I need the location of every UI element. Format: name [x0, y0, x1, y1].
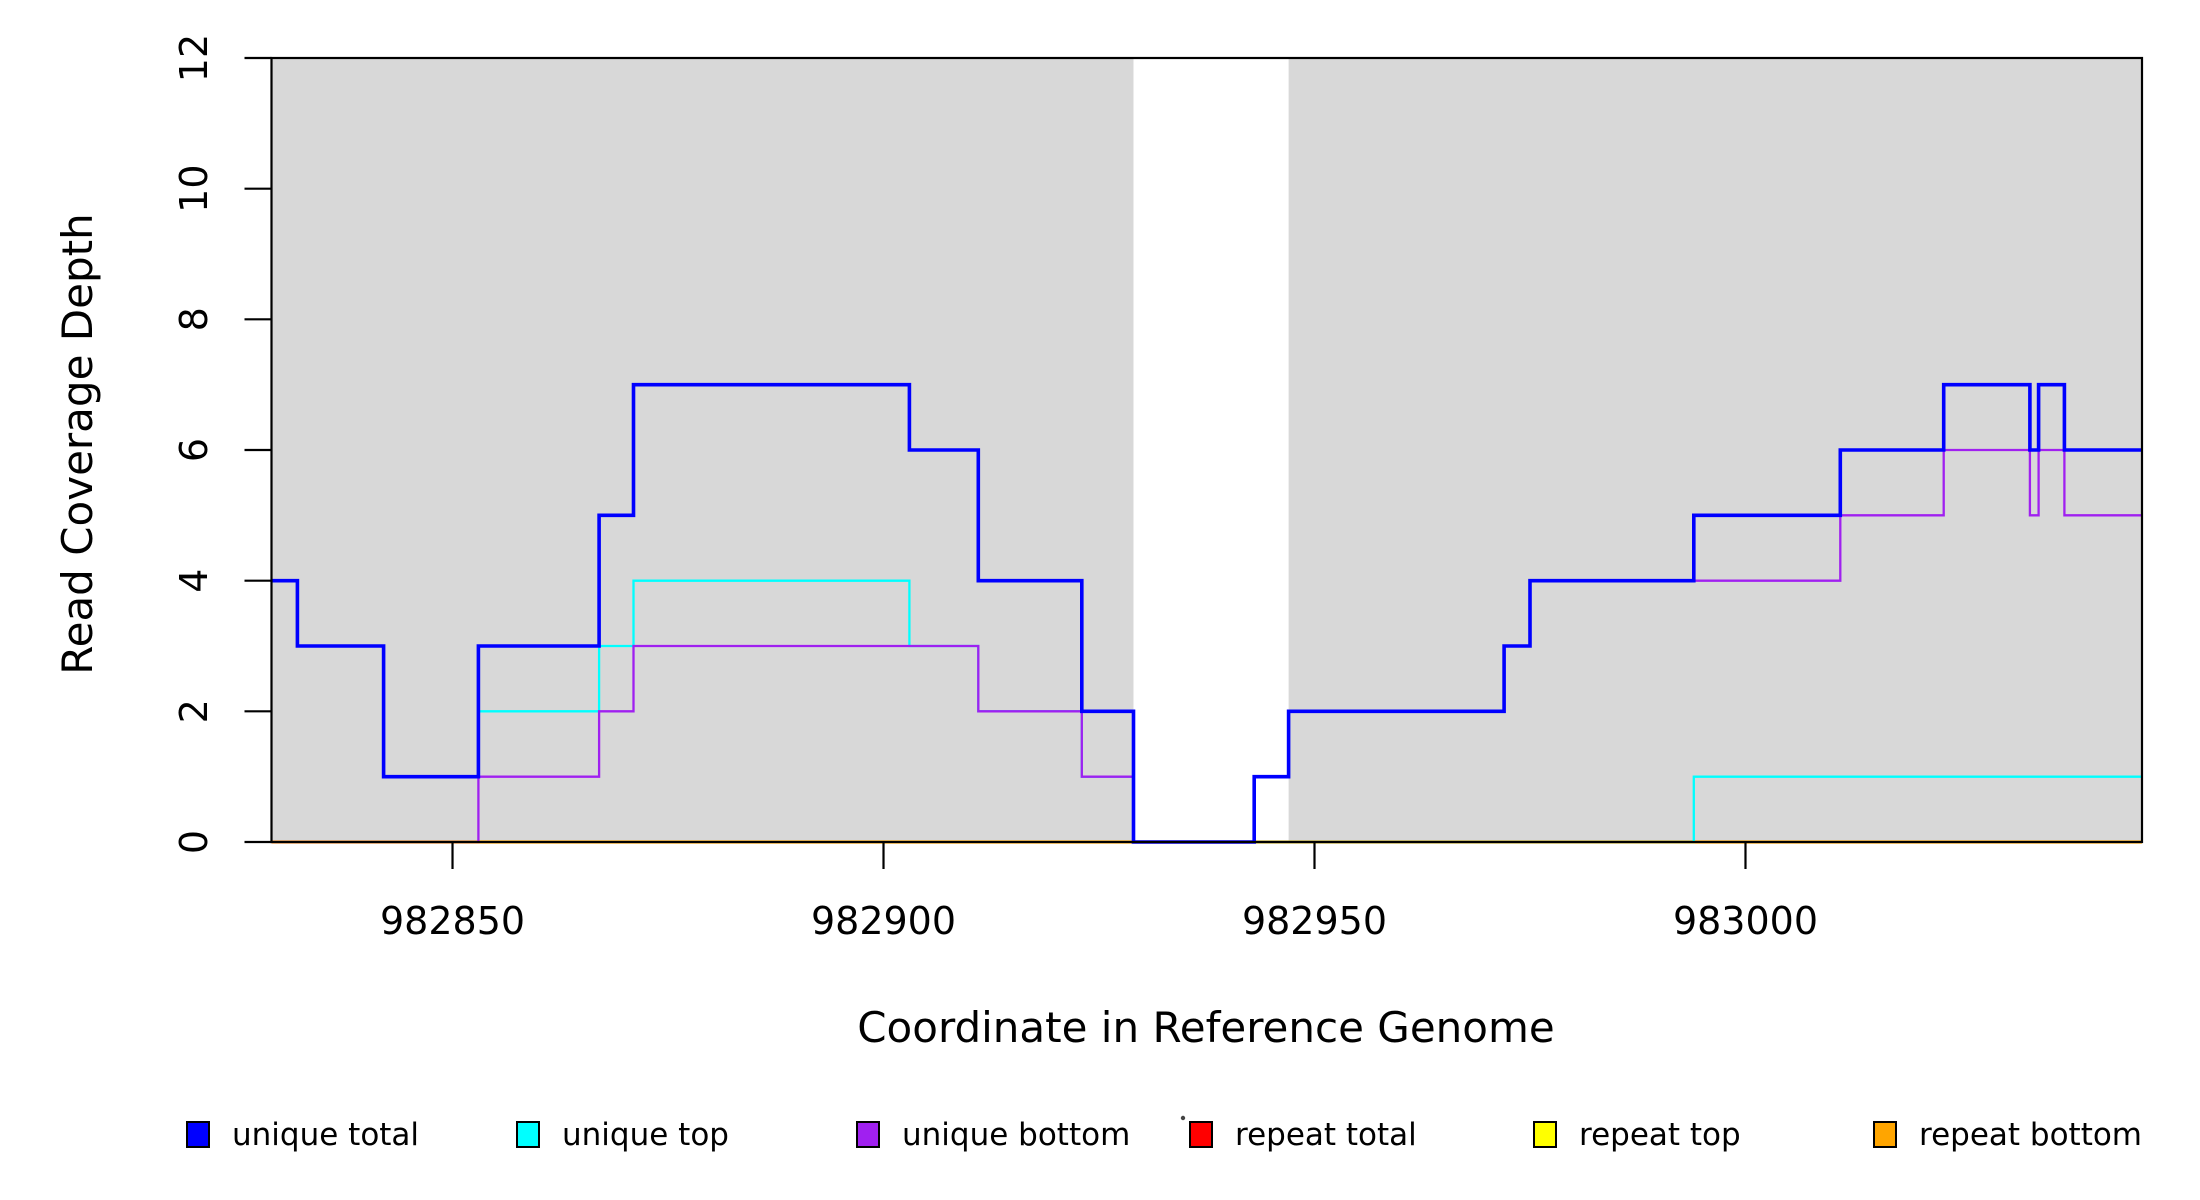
y-tick-label: 12 — [172, 34, 216, 82]
legend-label: repeat bottom — [1919, 1117, 2142, 1153]
y-tick-label: 8 — [172, 307, 216, 331]
legend-swatch-unique-total — [186, 1121, 210, 1148]
y-tick-label: 10 — [172, 164, 216, 212]
x-tick-label: 982900 — [811, 899, 956, 943]
legend-item: unique total — [186, 1117, 419, 1153]
legend-label: unique bottom — [902, 1117, 1130, 1153]
legend-swatch-unique-bottom — [856, 1121, 880, 1148]
y-tick-label: 2 — [172, 699, 216, 723]
x-axis: 982850 982900 982950 983000 — [380, 842, 1818, 943]
x-tick-label: 982950 — [1242, 899, 1387, 943]
legend-item: unique top — [516, 1117, 729, 1153]
legend: unique total unique top unique bottom repea… — [186, 1117, 2142, 1153]
legend-item: repeat top — [1533, 1117, 1741, 1153]
legend-label: repeat top — [1579, 1117, 1741, 1153]
y-tick-label: 6 — [172, 438, 216, 462]
shaded-region — [271, 58, 1134, 842]
legend-item: repeat total — [1189, 1117, 1417, 1153]
y-tick-label: 4 — [172, 569, 216, 593]
legend-label: unique top — [562, 1117, 729, 1153]
x-axis-title: Coordinate in Reference Genome — [857, 1003, 1555, 1052]
legend-label: unique total — [232, 1117, 419, 1153]
y-axis-title: Read Coverage Depth — [53, 213, 102, 674]
legend-item: unique bottom — [856, 1117, 1130, 1153]
legend-label: repeat total — [1235, 1117, 1417, 1153]
legend-item: repeat bottom — [1873, 1117, 2142, 1153]
series-line-unique-total — [271, 382, 2142, 844]
x-tick-label: 982850 — [380, 899, 525, 943]
stray-dot — [1180, 1115, 1186, 1121]
y-tick-label: 0 — [172, 830, 216, 854]
x-tick-label: 983000 — [1673, 899, 1818, 943]
legend-swatch-unique-top — [516, 1121, 540, 1148]
y-axis: 0 2 4 6 8 10 12 — [172, 34, 272, 854]
legend-swatch-repeat-top — [1533, 1121, 1557, 1148]
legend-swatch-repeat-total — [1189, 1121, 1213, 1148]
legend-swatch-repeat-bottom — [1873, 1121, 1897, 1148]
